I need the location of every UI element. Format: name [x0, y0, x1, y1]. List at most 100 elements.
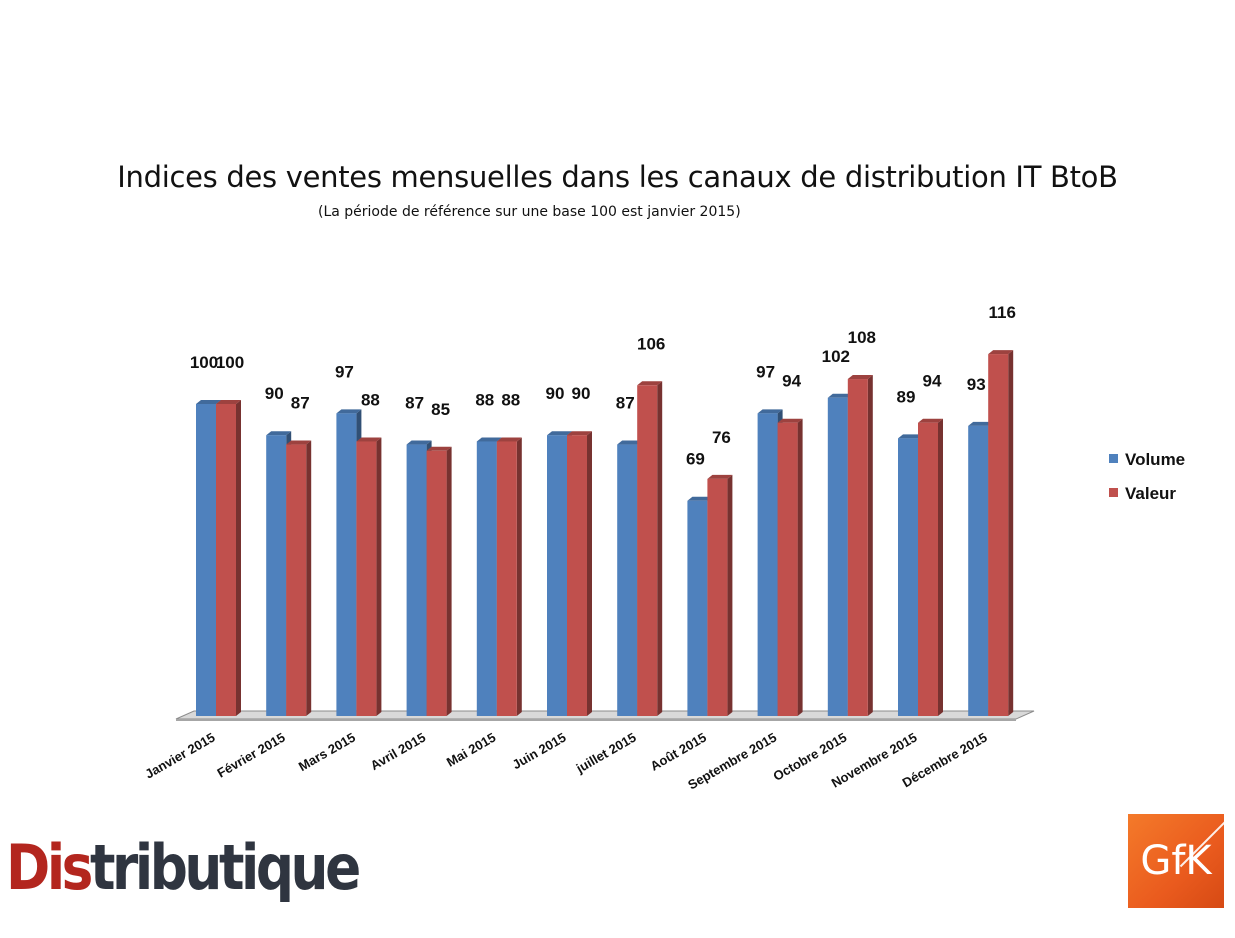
bar-side	[516, 437, 522, 716]
bar-valeur	[637, 385, 658, 716]
bar-volume	[336, 413, 357, 716]
bar-valeur	[286, 444, 307, 716]
bar-valeur	[777, 422, 798, 716]
bar-side	[1008, 350, 1014, 716]
chart-subtitle: (La période de référence sur une base 10…	[318, 204, 741, 220]
data-label: 102	[822, 347, 850, 366]
bar-top	[637, 381, 663, 386]
bar-valeur	[988, 354, 1009, 716]
bar-top	[547, 431, 572, 436]
bar-top	[496, 437, 522, 442]
data-label: 88	[475, 390, 494, 409]
bars-group	[196, 350, 1014, 716]
bar-top	[687, 496, 713, 501]
bar-volume	[196, 404, 216, 716]
bar-volume	[547, 435, 567, 716]
x-tick-label: Mars 2015	[296, 730, 358, 774]
data-label: 97	[756, 362, 775, 381]
bar-top	[196, 400, 221, 404]
bar-side	[236, 400, 241, 716]
bar-top	[286, 440, 312, 445]
data-label: 94	[923, 372, 942, 391]
bar-valeur	[356, 441, 377, 716]
distributique-logo: Distributique	[6, 831, 361, 904]
bar-side	[867, 375, 873, 716]
bar-side	[938, 418, 943, 716]
x-tick-label: Juin 2015	[510, 730, 569, 773]
bar-top	[356, 437, 382, 442]
data-label: 100	[216, 353, 244, 372]
data-label: 88	[501, 390, 520, 409]
x-tick-label: juillet 2015	[573, 730, 639, 777]
chart-title: Indices des ventes mensuelles dans les c…	[117, 160, 1118, 194]
data-label: 90	[265, 384, 284, 403]
bar-side	[446, 446, 452, 716]
bar-volume	[266, 435, 287, 716]
bar-top	[266, 431, 292, 436]
bar-volume	[476, 441, 497, 716]
legend-swatch-volume	[1109, 454, 1118, 463]
bar-valeur	[847, 379, 868, 716]
legend-label-valeur: Valeur	[1125, 484, 1176, 503]
bar-top	[847, 375, 873, 380]
data-label: 108	[848, 328, 876, 347]
bar-top	[968, 421, 994, 426]
bar-top	[898, 434, 923, 439]
data-label: 88	[361, 390, 380, 409]
bar-top	[567, 431, 592, 436]
bar-valeur	[216, 404, 236, 716]
bar-volume	[898, 438, 918, 716]
bar-volume	[687, 500, 708, 716]
bar-valeur	[707, 478, 728, 716]
bar-top	[827, 393, 853, 398]
bar-volume	[617, 444, 638, 716]
data-label: 87	[291, 394, 310, 413]
bar-top	[476, 437, 502, 442]
data-label: 69	[686, 450, 705, 469]
x-tick-label: Février 2015	[214, 730, 287, 781]
bar-top	[777, 418, 803, 423]
bar-top	[707, 474, 733, 479]
data-label: 93	[967, 375, 986, 394]
gfk-logo: GfK	[1128, 814, 1224, 908]
bar-side	[587, 431, 592, 716]
legend-label-volume: Volume	[1125, 450, 1185, 469]
bar-top	[216, 400, 241, 404]
data-label: 97	[335, 362, 354, 381]
bar-side	[376, 437, 382, 716]
data-label: 116	[988, 303, 1015, 322]
bar-valeur	[567, 435, 587, 716]
data-label: 100	[190, 353, 218, 372]
bar-volume	[968, 425, 989, 716]
data-label: 94	[782, 372, 801, 391]
bar-side	[727, 474, 733, 716]
data-label: 85	[431, 400, 450, 419]
x-tick-label: Août 2015	[648, 730, 709, 774]
bar-top	[336, 409, 362, 414]
chart-floor	[175, 710, 1035, 721]
data-label: 90	[572, 384, 591, 403]
bar-valeur	[496, 441, 517, 716]
floor-edge	[176, 719, 1016, 721]
bar-valeur	[426, 450, 447, 716]
data-label: 87	[616, 394, 635, 413]
legend-swatch-valeur	[1109, 488, 1118, 497]
bar-top	[757, 409, 783, 414]
bar-top	[988, 350, 1014, 355]
bar-top	[406, 440, 432, 445]
bar-top	[617, 440, 643, 445]
bar-side	[657, 381, 663, 716]
x-tick-label: Janvier 2015	[142, 730, 217, 782]
x-tick-label: Mai 2015	[444, 730, 498, 770]
bar-valeur	[918, 422, 938, 716]
bar-side	[306, 440, 312, 716]
bar-side	[797, 418, 803, 716]
bar-top	[918, 418, 943, 423]
bar-volume	[827, 397, 848, 716]
data-label: 106	[637, 334, 665, 353]
bar-volume	[406, 444, 427, 716]
legend: Volume Valeur	[1109, 450, 1185, 503]
